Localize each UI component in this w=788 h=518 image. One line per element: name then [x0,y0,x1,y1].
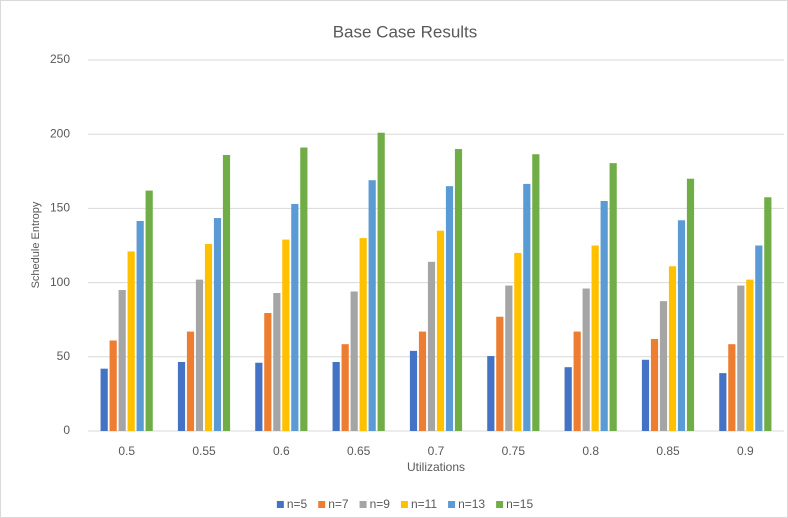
bar [600,200,608,431]
x-tick-label: 0.85 [656,444,680,458]
bar [418,331,427,431]
y-tick-label: 250 [50,52,70,66]
x-tick-label: 0.8 [582,444,599,458]
legend-swatch [400,501,408,508]
bar [650,338,659,431]
y-tick-label: 150 [50,201,70,215]
bar [591,245,599,431]
bar [282,239,290,431]
bar [755,245,763,431]
bar [264,313,272,431]
bar [668,266,677,431]
bar [764,197,772,431]
bar [454,149,463,432]
bar [377,132,385,431]
y-tick-label: 100 [50,275,70,289]
bar [136,221,144,431]
x-tick-label: 0.7 [428,444,445,458]
x-axis-title: Utilizations [407,460,465,474]
bar [728,344,736,431]
x-tick-label: 0.75 [502,444,526,458]
bar [746,279,754,431]
bar [359,238,367,431]
bar [273,292,281,431]
bar [719,373,727,431]
legend-label: n=13 [458,497,485,511]
x-tick-label: 0.5 [118,444,135,458]
bar [300,147,308,431]
bar [609,163,617,431]
bar [368,180,376,431]
legend-swatch [359,501,367,508]
bar [341,344,349,431]
y-tick-label: 200 [50,126,70,140]
legend-swatch [276,501,284,508]
bar [427,261,436,431]
bar [514,252,522,431]
bar [100,368,108,431]
x-tick-label: 0.9 [737,444,754,458]
bar [505,285,513,431]
legend-label: n=7 [328,497,349,511]
bar [222,154,231,431]
bar [532,154,540,431]
bar [582,288,590,431]
bar [445,186,454,431]
y-tick-label: 0 [63,423,70,437]
bar [409,350,418,431]
x-tick-label: 0.55 [192,444,216,458]
bar [186,331,195,431]
bar [204,244,213,431]
legend-swatch [496,501,504,508]
bar [118,290,126,431]
legend-label: n=11 [411,497,437,511]
bar [350,291,358,431]
bar [686,178,695,431]
legend-swatch [448,501,456,508]
x-tick-label: 0.6 [273,444,290,458]
y-tick-label: 50 [57,349,71,363]
legend-label: n=9 [370,497,391,511]
bar [195,279,204,431]
bar [487,356,495,431]
bar [177,361,186,431]
bar [145,190,153,431]
bar [737,285,745,431]
bar [109,340,117,431]
bar [255,362,263,431]
bar [436,230,445,431]
bar [523,183,531,431]
chart-title: Base Case Results [333,22,478,41]
bar [641,359,650,431]
y-axis-title: Schedule Entropy [30,201,42,288]
legend-label: n=5 [287,497,308,511]
bar [332,361,340,431]
bar [659,301,668,431]
legend-swatch [318,501,326,508]
bar [291,203,299,431]
bar [573,331,581,431]
bar [496,316,504,431]
bar [564,367,572,431]
x-tick-label: 0.65 [347,444,371,458]
legend-label: n=15 [506,497,533,511]
bar [127,251,135,431]
bar [213,218,222,431]
bar [677,220,686,431]
